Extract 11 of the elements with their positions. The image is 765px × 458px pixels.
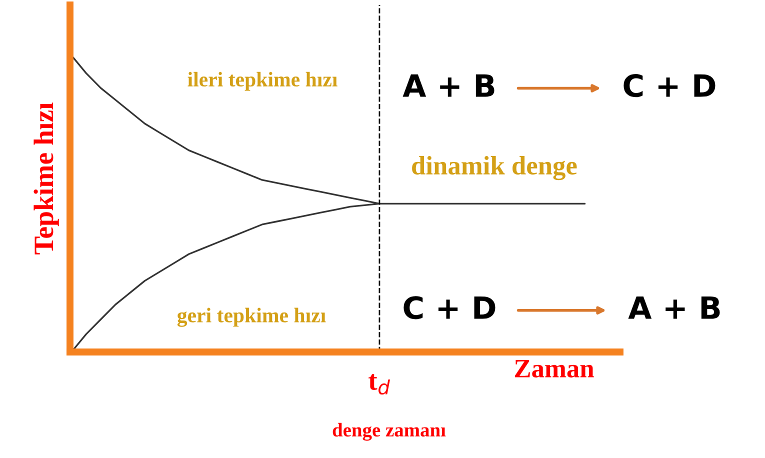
annotation: ileri tepkime hızı bbox=[188, 72, 338, 91]
text: A + B bbox=[628, 296, 720, 319]
annotation: geri tepkime hızı bbox=[177, 308, 326, 327]
x-axis-title: Zaman bbox=[514, 360, 594, 378]
annotation: C + D bbox=[404, 296, 496, 320]
annotation: A + B bbox=[402, 74, 494, 97]
y-axis-title: Tepkime hızı bbox=[34, 102, 59, 254]
annotation: dinamik denge bbox=[412, 156, 577, 180]
text: C + D bbox=[624, 74, 716, 98]
text: t$_{d}$ bbox=[368, 374, 390, 395]
text: denge zamanı bbox=[332, 422, 446, 441]
